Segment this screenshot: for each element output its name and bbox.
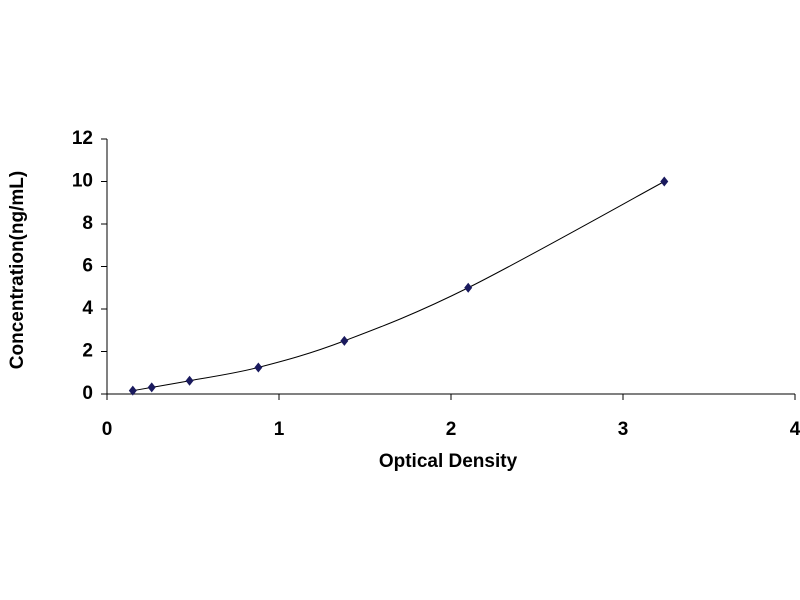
y-axis-label: Concentration(ng/mL)	[7, 171, 28, 369]
fit-line	[132, 181, 665, 392]
y-tick-label: 6	[82, 256, 93, 277]
x-tick-label: 3	[618, 419, 629, 440]
data-point	[147, 382, 156, 393]
x-axis-label: Optical Density	[379, 451, 518, 472]
x-tick-label: 1	[274, 419, 285, 440]
data-point	[254, 362, 263, 373]
data-point	[464, 282, 473, 293]
data-point	[340, 335, 349, 346]
y-tick-label: 4	[82, 298, 93, 319]
y-tick-label: 2	[82, 341, 93, 362]
y-tick-label: 12	[72, 128, 93, 149]
x-tick-label: 0	[102, 419, 113, 440]
x-tick-label: 4	[790, 419, 800, 440]
data-point	[128, 385, 137, 396]
data-point	[185, 375, 194, 386]
x-tick-label: 2	[446, 419, 457, 440]
y-tick-label: 0	[82, 383, 93, 404]
y-tick-label: 8	[82, 213, 93, 234]
y-tick-label: 10	[72, 171, 93, 192]
data-point	[660, 176, 669, 187]
